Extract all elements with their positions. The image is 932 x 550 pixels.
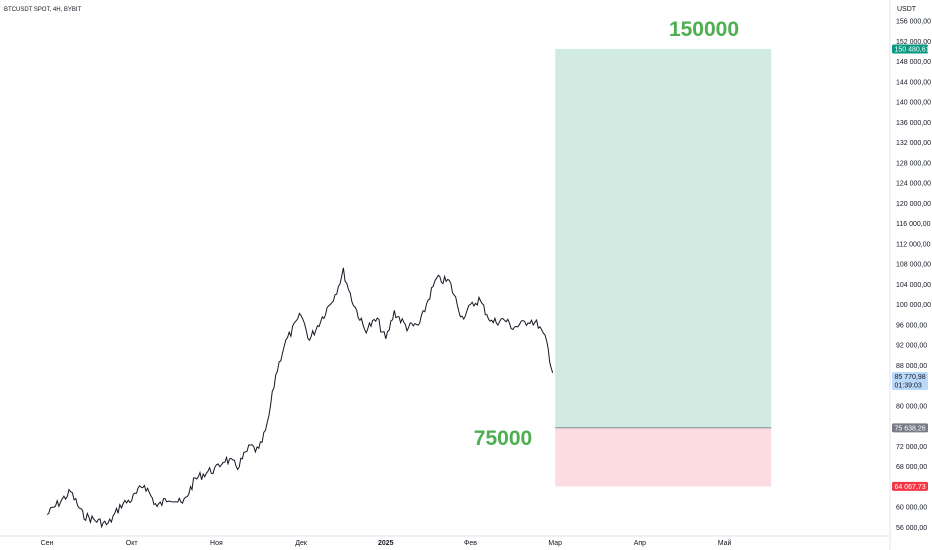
- profit-zone[interactable]: [555, 48, 772, 428]
- current-price-badge-countdown: 01:39:03: [895, 383, 922, 390]
- time-tick-label: Окт: [126, 540, 139, 547]
- price-tick-label: 104 000,00: [896, 282, 931, 289]
- price-tick-label: 68 000,00: [896, 464, 927, 471]
- price-tick-label: 120 000,00: [896, 201, 931, 208]
- price-tick-label: 60 000,00: [896, 505, 927, 512]
- price-axis[interactable]: USDT 156 000,00 152 000,00 148 000,00 144 0…: [889, 0, 931, 550]
- current-price-badge-text: 85 770,98: [895, 374, 926, 381]
- price-tick-label: 80 000,00: [896, 403, 927, 410]
- price-tick-label: 88 000,00: [896, 363, 927, 370]
- time-tick-label: Ноя: [210, 540, 223, 547]
- stop-label: 75000: [474, 427, 532, 450]
- price-tick-label: 100 000,00: [896, 302, 931, 309]
- price-tick-label: 72 000,00: [896, 444, 927, 451]
- time-tick-label: Мар: [548, 540, 562, 547]
- loss-zone[interactable]: [555, 427, 772, 487]
- price-tick-label: 92 000,00: [896, 343, 927, 350]
- price-tick-label: 136 000,00: [896, 120, 931, 127]
- price-tick-label: 140 000,00: [896, 100, 931, 107]
- time-tick-label: 2025: [378, 540, 394, 547]
- target-price-badge-text: 150 480,61: [895, 46, 930, 53]
- price-tick-label: 128 000,00: [896, 160, 931, 167]
- time-tick-label: Сен: [41, 540, 54, 547]
- time-tick-label: Дек: [295, 540, 308, 547]
- time-tick-label: Май: [718, 539, 732, 547]
- price-tick-label: 96 000,00: [896, 322, 927, 329]
- currency-label[interactable]: USDT: [897, 6, 917, 13]
- price-badges: 150 480,61 85 770,98 01:39:03 75 638,26 64 0…: [892, 44, 930, 491]
- price-tick-label: 148 000,00: [896, 59, 931, 66]
- price-tick-label: 156 000,00: [896, 19, 931, 26]
- price-series-line: [46, 267, 554, 529]
- price-tick-label: 132 000,00: [896, 140, 931, 147]
- time-axis[interactable]: Сен Окт Ноя Дек 2025 Фев Мар Апр Май: [0, 535, 890, 547]
- price-tick-label: 112 000,00: [896, 241, 931, 248]
- entry-price-badge-text: 75 638,26: [895, 425, 926, 432]
- price-tick-label: 116 000,00: [896, 221, 931, 228]
- time-tick-label: Апр: [634, 540, 646, 547]
- stop-price-badge: [892, 481, 928, 491]
- target-label: 150000: [669, 18, 739, 41]
- plot-area[interactable]: 150000 75000: [46, 18, 772, 529]
- symbol-title[interactable]: BTCUSDT SPOT, 4H, BYBIT: [4, 7, 82, 13]
- price-tick-label: 56 000,00: [896, 525, 927, 532]
- entry-price-badge: [892, 423, 928, 433]
- current-price-badge: [892, 372, 928, 391]
- stop-price-badge-text: 64 067,73: [895, 484, 926, 491]
- price-tick-label: 152 000,00: [896, 39, 931, 46]
- price-tick-label: 144 000,00: [896, 79, 931, 86]
- time-tick-label: Фев: [464, 540, 477, 547]
- price-tick-label: 108 000,00: [896, 262, 931, 269]
- target-price-badge: [892, 44, 928, 54]
- price-tick-label: 124 000,00: [896, 181, 931, 188]
